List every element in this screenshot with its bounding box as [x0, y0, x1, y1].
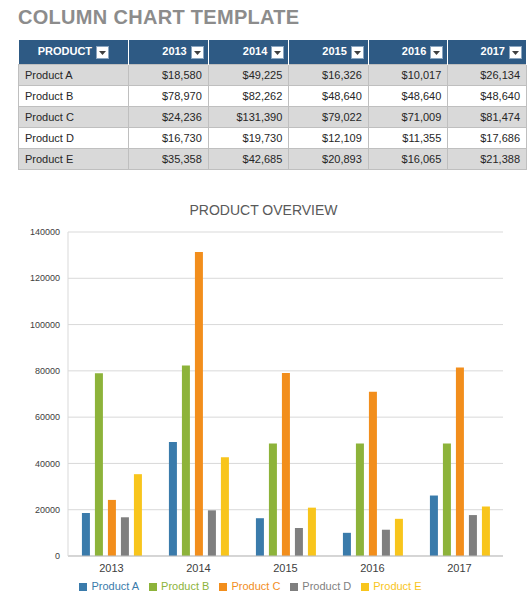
html-text:$20,893: $20,893 [322, 152, 362, 165]
html-text:$24,236: $24,236 [162, 110, 202, 123]
html-text:$16,326: $16,326 [322, 68, 362, 81]
html-text:PRODUCT: PRODUCT [37, 45, 93, 57]
svg-text:2015: 2015 [273, 562, 297, 574]
svg-text:2013: 2013 [99, 562, 123, 574]
html-text:Product D: Product D [302, 580, 352, 592]
html-text:$82,262: $82,262 [242, 89, 283, 102]
html-text:Product B: Product B [25, 89, 74, 102]
svg-text:40000: 40000 [35, 459, 60, 469]
html-text:COLUMN CHART TEMPLATE: COLUMN CHART TEMPLATE [18, 6, 300, 28]
html-text:$21,388: $21,388 [480, 152, 520, 165]
html-text:$16,730: $16,730 [162, 131, 202, 144]
html-text:$81,474: $81,474 [480, 110, 520, 123]
html-text:$48,640: $48,640 [401, 89, 442, 102]
html-text:$17,686: $17,686 [480, 131, 520, 144]
html-text:2016: 2016 [401, 45, 427, 57]
html-text:2017: 2017 [480, 45, 505, 57]
html-text:$18,580: $18,580 [162, 68, 202, 81]
svg-text:60000: 60000 [35, 412, 60, 422]
svg-text:80000: 80000 [35, 366, 60, 376]
html-text:$35,358: $35,358 [162, 152, 202, 165]
html-text:$42,685: $42,685 [242, 152, 283, 165]
html-text:$19,730: $19,730 [242, 131, 283, 144]
html-text:2015: 2015 [322, 45, 347, 57]
html-text:Product E: Product E [25, 152, 74, 165]
html-text:$78,970: $78,970 [162, 89, 202, 102]
html-text:$16,065: $16,065 [401, 152, 442, 165]
html-text:$11,355: $11,355 [402, 131, 442, 144]
html-text:$10,017: $10,017 [401, 68, 442, 81]
html-text:Product C: Product C [25, 110, 74, 123]
svg-text:120000: 120000 [30, 273, 60, 283]
html-text:$12,109: $12,109 [322, 131, 362, 144]
html-text:Product D: Product D [25, 131, 74, 144]
html-text:Product A: Product A [25, 68, 73, 81]
html-text:$79,022: $79,022 [322, 110, 362, 123]
svg-text:20000: 20000 [35, 505, 60, 515]
html-text:$49,225: $49,225 [242, 68, 283, 81]
html-text:$26,134: $26,134 [480, 68, 520, 81]
html-text:2014: 2014 [242, 45, 268, 57]
svg-text:140000: 140000 [30, 227, 60, 237]
html-text:Product E: Product E [373, 580, 422, 592]
html-text:2013: 2013 [162, 45, 187, 57]
svg-text:2016: 2016 [360, 562, 384, 574]
html-text:Product B: Product B [161, 580, 210, 592]
svg-text:2017: 2017 [447, 562, 471, 574]
svg-text:100000: 100000 [30, 320, 60, 330]
html-text:$131,390: $131,390 [236, 110, 283, 123]
html-text:Product C: Product C [231, 580, 281, 592]
svg-text:2014: 2014 [186, 562, 210, 574]
html-text:$48,640: $48,640 [322, 89, 362, 102]
html-text:Product A: Product A [91, 580, 140, 592]
html-text:$71,009: $71,009 [401, 110, 442, 123]
svg-text:0: 0 [55, 551, 60, 561]
html-text:PRODUCT OVERVIEW: PRODUCT OVERVIEW [189, 202, 338, 218]
html-text:$48,640: $48,640 [480, 89, 520, 102]
